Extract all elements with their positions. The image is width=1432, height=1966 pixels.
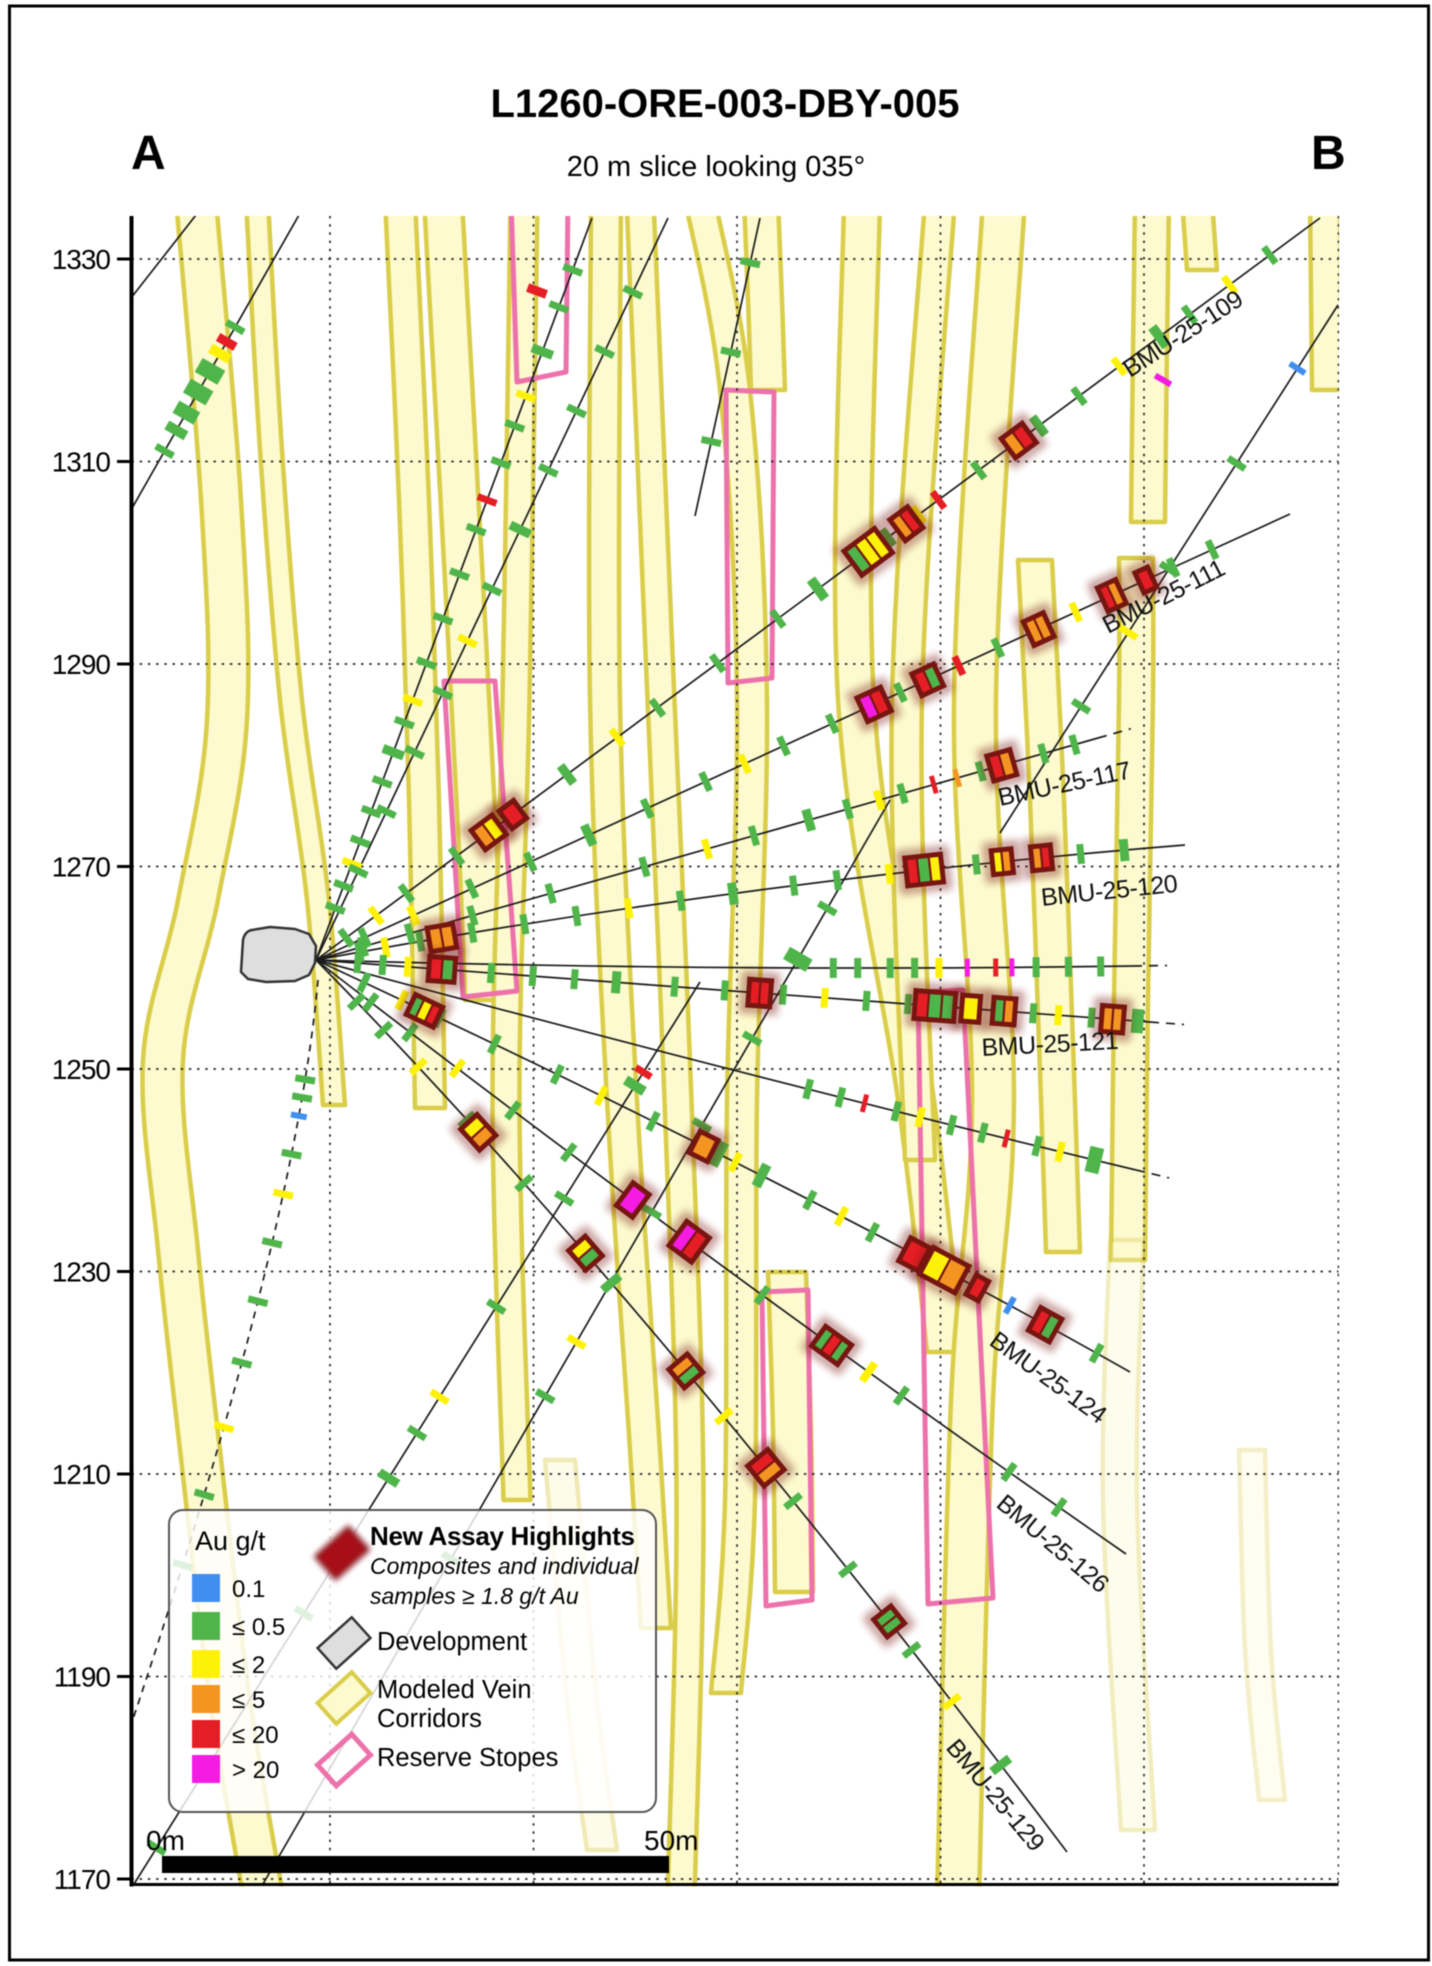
svg-text:0m: 0m [146,1825,185,1856]
svg-text:1290: 1290 [52,649,111,680]
svg-text:Composites and individual: Composites and individual [370,1553,639,1579]
svg-text:1310: 1310 [52,447,111,478]
svg-text:Au g/t: Au g/t [195,1526,266,1556]
svg-text:1250: 1250 [52,1054,111,1085]
svg-text:Corridors: Corridors [377,1705,482,1733]
svg-text:B: B [1311,127,1346,180]
svg-text:1270: 1270 [52,852,111,883]
svg-text:≤ 2: ≤ 2 [232,1652,265,1679]
svg-text:Modeled Vein: Modeled Vein [377,1676,532,1704]
svg-text:1230: 1230 [52,1257,111,1288]
svg-text:1190: 1190 [54,1662,111,1693]
svg-text:0.1: 0.1 [232,1576,265,1603]
svg-text:A: A [131,127,166,180]
svg-text:50m: 50m [644,1825,698,1856]
svg-text:1330: 1330 [52,244,111,275]
svg-text:1210: 1210 [52,1459,111,1490]
svg-text:1170: 1170 [54,1864,111,1895]
svg-text:Reserve Stopes: Reserve Stopes [377,1744,558,1772]
svg-text:samples ≥ 1.8 g/t Au: samples ≥ 1.8 g/t Au [370,1583,579,1609]
svg-text:New Assay Highlights: New Assay Highlights [370,1521,635,1551]
svg-text:≤ 20: ≤ 20 [232,1722,279,1749]
svg-text:≤ 5: ≤ 5 [232,1687,265,1714]
svg-text:Development: Development [377,1628,527,1656]
svg-text:L1260-ORE-003-DBY-005: L1260-ORE-003-DBY-005 [490,82,959,126]
svg-text:≤ 0.5: ≤ 0.5 [232,1614,285,1641]
svg-text:20 m slice looking 035°: 20 m slice looking 035° [567,151,866,183]
svg-text:> 20: > 20 [232,1757,279,1784]
